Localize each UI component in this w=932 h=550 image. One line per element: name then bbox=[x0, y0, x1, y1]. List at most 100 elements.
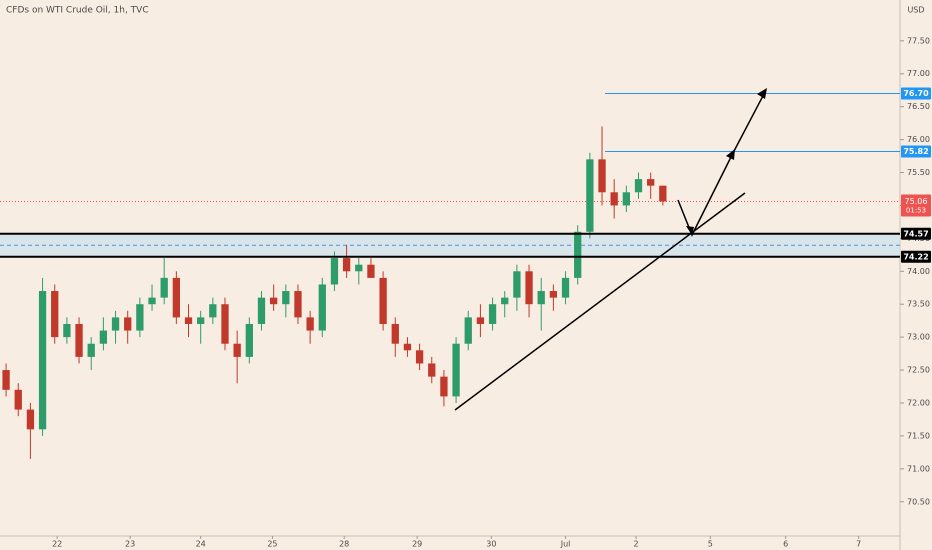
x-tick-label: 28 bbox=[339, 540, 349, 549]
candle-body bbox=[659, 185, 667, 202]
candle-body bbox=[391, 323, 399, 344]
candle-body bbox=[172, 277, 180, 318]
candle-body bbox=[647, 179, 655, 186]
arrow-head bbox=[726, 149, 735, 160]
y-tick-label: 73.50 bbox=[907, 300, 930, 309]
candle-body bbox=[537, 291, 545, 305]
candle-body bbox=[14, 389, 22, 410]
candle-body bbox=[440, 376, 448, 397]
candle-body bbox=[501, 297, 509, 305]
candle-body bbox=[561, 277, 570, 298]
candle-body bbox=[245, 323, 253, 357]
candle-body bbox=[160, 277, 168, 298]
candle-body bbox=[610, 192, 618, 206]
currency-label: USD bbox=[907, 6, 924, 15]
candle-body bbox=[476, 317, 485, 324]
candle-body bbox=[136, 304, 144, 331]
current-price-label: 75.06 bbox=[905, 197, 928, 206]
y-tick-label: 71.00 bbox=[907, 464, 930, 473]
trend-line bbox=[454, 192, 746, 411]
x-tick-label: 7 bbox=[856, 540, 861, 549]
candle-body bbox=[38, 291, 47, 430]
x-tick-label: 5 bbox=[708, 540, 713, 549]
candle-body bbox=[233, 343, 241, 357]
y-tick-label: 76.00 bbox=[907, 135, 930, 144]
candle-body bbox=[197, 317, 205, 324]
candle-body bbox=[282, 291, 290, 305]
candle-body bbox=[63, 323, 71, 338]
y-tick-label: 70.50 bbox=[907, 497, 930, 506]
x-tick-label: 2 bbox=[634, 540, 639, 549]
arrow-head bbox=[686, 226, 694, 235]
x-tick-label: 22 bbox=[52, 540, 62, 549]
y-tick-label: 75.50 bbox=[907, 168, 930, 177]
x-tick-label: 29 bbox=[412, 540, 422, 549]
level-tag-label: 76.70 bbox=[903, 89, 929, 98]
level-tag bbox=[901, 250, 931, 263]
candle-body bbox=[26, 409, 35, 430]
candle-body bbox=[270, 297, 278, 305]
plot-area bbox=[0, 0, 900, 536]
x-tick-label: 30 bbox=[486, 540, 496, 549]
candle-body bbox=[221, 304, 229, 344]
level-tag bbox=[901, 145, 931, 158]
candle-body bbox=[111, 317, 120, 331]
x-tick-label: 6 bbox=[783, 540, 788, 549]
candle-body bbox=[124, 317, 132, 331]
level-tag-label: 74.22 bbox=[903, 252, 928, 261]
level-tag-label: 74.57 bbox=[903, 229, 928, 238]
chart-title: CFDs on WTI Crude Oil, 1h, TVC bbox=[6, 6, 149, 16]
candle-body bbox=[87, 343, 95, 357]
x-tick-label: 25 bbox=[267, 540, 277, 549]
y-tick-label: 76.50 bbox=[907, 102, 930, 111]
x-tick-label: Jul bbox=[560, 540, 571, 549]
level-tag bbox=[901, 227, 931, 240]
candle-body bbox=[574, 231, 582, 278]
candle-body bbox=[148, 297, 156, 305]
y-tick-label: 71.50 bbox=[907, 431, 930, 440]
candle-body bbox=[403, 343, 412, 351]
y-tick-label: 73.00 bbox=[907, 333, 930, 342]
y-tick-label: 72.50 bbox=[907, 366, 930, 375]
candle-body bbox=[428, 363, 436, 377]
projection-path bbox=[677, 91, 766, 237]
candle-body bbox=[634, 179, 643, 193]
x-tick-label: 23 bbox=[125, 540, 135, 549]
candle-body bbox=[586, 159, 594, 232]
candle-body bbox=[99, 330, 108, 344]
candle-body bbox=[75, 323, 83, 357]
candle-body bbox=[318, 284, 326, 331]
y-tick-label: 72.00 bbox=[907, 398, 930, 407]
candle-body bbox=[184, 317, 193, 324]
y-tick-label: 77.00 bbox=[907, 69, 930, 78]
candle-body bbox=[294, 291, 302, 318]
candle-body bbox=[622, 192, 630, 206]
candle-body bbox=[330, 258, 339, 285]
candle-body bbox=[257, 297, 266, 324]
candle-body bbox=[549, 291, 558, 298]
candle-body bbox=[513, 271, 521, 298]
candle-body bbox=[51, 291, 59, 338]
level-tag-label: 75.82 bbox=[903, 147, 928, 156]
current-price-tag bbox=[901, 194, 931, 217]
x-tick-label: 24 bbox=[196, 540, 206, 549]
arrow-head bbox=[757, 88, 767, 99]
countdown-timer: 01:53 bbox=[906, 206, 926, 214]
y-tick-label: 77.50 bbox=[907, 36, 930, 45]
candle-body bbox=[2, 370, 10, 390]
candle-body bbox=[355, 264, 363, 272]
candle-body bbox=[415, 350, 424, 364]
chart-layer: 70.50 71.00 71.50 72.00 72.50 73.00 73.50 74.00… bbox=[0, 36, 931, 549]
candle-body bbox=[525, 271, 533, 305]
candle-body bbox=[342, 258, 351, 272]
candle-body bbox=[379, 277, 387, 324]
level-tag bbox=[901, 87, 931, 100]
candle-body bbox=[452, 343, 460, 397]
candle-body bbox=[598, 159, 606, 193]
candle-body bbox=[367, 264, 375, 278]
y-tick-label: 74.00 bbox=[907, 267, 930, 276]
candle-body bbox=[306, 317, 314, 331]
candle-body bbox=[464, 317, 472, 344]
candle-body bbox=[209, 304, 217, 318]
